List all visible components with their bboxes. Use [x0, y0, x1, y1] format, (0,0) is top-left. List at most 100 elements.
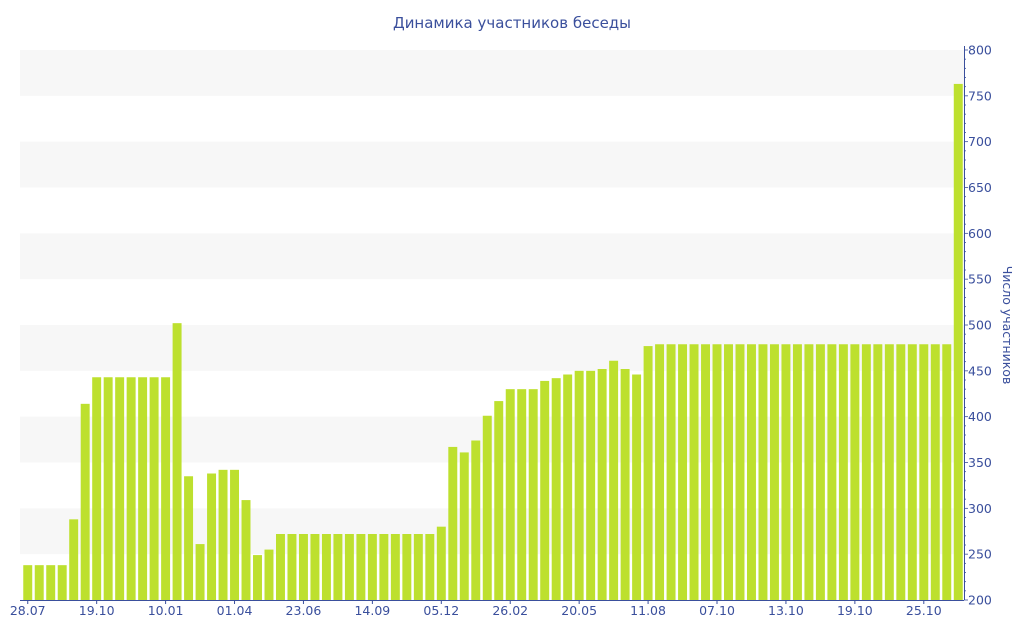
bar [333, 534, 343, 600]
bar [815, 344, 825, 600]
bar [919, 344, 929, 600]
y-axis-title: Число участников [1000, 266, 1015, 385]
x-tick-label: 23.06 [286, 603, 322, 618]
bar [80, 403, 90, 600]
bar [46, 565, 56, 600]
bar [57, 565, 67, 600]
y-tick-label: 600 [968, 226, 992, 241]
x-axis: 28.07 19.10 10.01 01.04 23.06 14.09 05.12 26.02… [10, 600, 964, 618]
y-tick-label: 750 [968, 88, 992, 103]
bar [735, 344, 745, 600]
bar [310, 534, 320, 600]
x-tick-label: 07.10 [699, 603, 735, 618]
bar [115, 377, 125, 600]
bar [678, 344, 688, 600]
bar [884, 344, 894, 600]
bar [184, 476, 194, 600]
y-tick-label: 800 [968, 43, 992, 58]
bar [838, 344, 848, 600]
bar [643, 346, 653, 600]
bar [930, 344, 940, 600]
bar [861, 344, 871, 600]
bar [540, 380, 550, 600]
bar [356, 534, 366, 600]
bar [701, 344, 711, 600]
bar [494, 401, 504, 600]
bar [448, 446, 458, 600]
bar [620, 369, 630, 600]
y-tick-label: 550 [968, 272, 992, 287]
x-tick-label: 05.12 [423, 603, 459, 618]
bar [241, 500, 251, 600]
bar [287, 534, 297, 600]
y-tick-label: 300 [968, 501, 992, 516]
bar [482, 415, 492, 600]
bar [275, 534, 285, 600]
bar [149, 377, 159, 600]
bar [712, 344, 722, 600]
bar [873, 344, 883, 600]
bar [907, 344, 917, 600]
bar [942, 344, 952, 600]
y-tick-label: 250 [968, 547, 992, 562]
x-tick-label: 11.08 [630, 603, 666, 618]
bar [609, 360, 619, 600]
bar [207, 473, 217, 600]
bar [34, 565, 44, 600]
bar [586, 370, 596, 600]
bar [471, 440, 481, 600]
bar [758, 344, 768, 600]
bar [436, 526, 446, 600]
x-tick-label: 10.01 [148, 603, 184, 618]
y-tick-label: 200 [968, 593, 992, 608]
bar [850, 344, 860, 600]
x-tick-label: 14.09 [354, 603, 390, 618]
bar [505, 389, 515, 600]
bar [253, 555, 262, 600]
grid-band [20, 50, 964, 96]
bar [172, 323, 182, 600]
bar [23, 565, 33, 600]
chart-title: Динамика участников беседы [393, 14, 631, 32]
bar [528, 389, 538, 600]
bar [769, 344, 779, 600]
bar [264, 549, 274, 600]
y-tick-label: 650 [968, 180, 992, 195]
y-tick-label: 700 [968, 134, 992, 149]
bar [390, 534, 400, 600]
bar [161, 377, 171, 600]
bar [103, 377, 113, 600]
bar [896, 344, 906, 600]
x-tick-label: 13.10 [768, 603, 804, 618]
bar [459, 452, 469, 600]
bar [92, 377, 102, 600]
y-tick-label: 350 [968, 455, 992, 470]
bar [953, 83, 963, 600]
y-tick-label: 500 [968, 318, 992, 333]
bar [298, 534, 308, 600]
x-tick-label: 19.10 [837, 603, 873, 618]
bar [597, 369, 607, 600]
bar [69, 519, 79, 600]
bar [138, 377, 148, 600]
bar [724, 344, 733, 600]
bar [230, 469, 240, 600]
bar [344, 534, 354, 600]
x-tick-label: 20.05 [561, 603, 597, 618]
bar [413, 534, 423, 600]
x-tick-label: 19.10 [79, 603, 115, 618]
bar [425, 534, 435, 600]
bar [126, 377, 136, 600]
bar [827, 344, 837, 600]
bar [655, 344, 665, 600]
grid-band [20, 233, 964, 280]
x-tick-label: 28.07 [10, 603, 46, 618]
x-tick-label: 01.04 [217, 603, 253, 618]
x-tick-label: 26.02 [492, 603, 528, 618]
bar [632, 374, 642, 600]
bar [792, 344, 802, 600]
bar [367, 534, 377, 600]
y-axis: 200 250 300 350 400 450 500 550 600 650 700 750 800 [964, 43, 992, 608]
bars [23, 83, 963, 600]
